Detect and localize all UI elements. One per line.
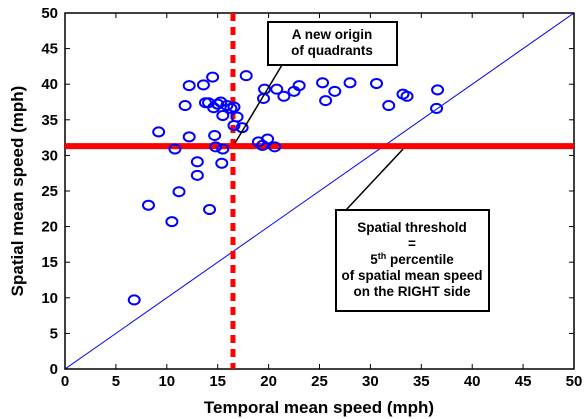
data-point: [316, 77, 330, 89]
y-tick-label: 30: [41, 147, 58, 164]
y-tick-label: 35: [41, 112, 58, 129]
data-point: [382, 100, 396, 112]
data-point: [261, 133, 275, 145]
threshold-callout-text: of spatial mean speed: [341, 268, 482, 283]
data-point: [152, 126, 166, 138]
x-tick-label: 20: [260, 373, 277, 390]
data-point: [227, 101, 241, 113]
x-tick-label: 50: [566, 373, 583, 390]
y-tick-label: 45: [41, 41, 58, 58]
data-point: [400, 90, 414, 102]
x-tick-label: 30: [362, 373, 379, 390]
y-tick-label: 50: [41, 5, 58, 22]
data-point: [203, 204, 217, 216]
data-point: [292, 80, 306, 92]
data-point: [190, 169, 204, 181]
data-point: [127, 294, 141, 306]
threshold-callout-text: 5th percentile: [370, 251, 454, 267]
y-tick-label: 0: [50, 361, 58, 378]
origin-callout-pointer: [234, 64, 283, 144]
threshold-callout-text: on the RIGHT side: [353, 284, 470, 299]
x-tick-label: 45: [515, 373, 532, 390]
x-tick-label: 25: [311, 373, 328, 390]
threshold-callout-pointer: [345, 148, 404, 211]
data-point: [165, 216, 179, 228]
threshold-callout-text: Spatial threshold: [357, 220, 467, 235]
y-tick-label: 10: [41, 290, 58, 307]
data-point: [430, 102, 444, 114]
data-point: [215, 157, 229, 169]
origin-callout-text: of quadrants: [291, 43, 373, 58]
y-tick-label: 20: [41, 219, 58, 236]
threshold-callout-text: =: [408, 236, 416, 251]
x-tick-label: 15: [209, 373, 226, 390]
data-point: [168, 143, 182, 155]
data-point: [319, 95, 333, 107]
data-point: [328, 85, 342, 97]
data-point: [211, 98, 225, 110]
data-point: [141, 199, 155, 211]
x-tick-label: 40: [464, 373, 481, 390]
data-point: [178, 100, 192, 112]
data-point: [190, 156, 204, 168]
data-point: [239, 70, 253, 82]
y-tick-label: 5: [50, 325, 58, 342]
data-point: [206, 71, 220, 83]
data-point: [196, 79, 210, 91]
x-axis-label: Temporal mean speed (mph): [204, 398, 434, 417]
data-point: [172, 186, 186, 198]
data-point: [268, 141, 282, 153]
data-point: [220, 100, 234, 112]
y-tick-label: 15: [41, 254, 58, 271]
data-point: [277, 90, 291, 102]
origin-callout-box: [267, 21, 398, 66]
data-point: [230, 111, 244, 123]
y-tick-label: 40: [41, 76, 58, 93]
data-point: [182, 80, 196, 92]
origin-callout-text: A new origin: [292, 27, 373, 42]
data-point: [431, 84, 445, 96]
data-point: [208, 129, 222, 141]
x-tick-label: 10: [158, 373, 175, 390]
data-point: [209, 141, 223, 153]
data-point: [370, 77, 384, 89]
y-tick-label: 25: [41, 183, 58, 200]
x-tick-label: 35: [413, 373, 430, 390]
data-point: [216, 143, 230, 155]
x-tick-label: 5: [112, 373, 120, 390]
diagonal-line: [65, 13, 574, 369]
data-point: [270, 83, 284, 95]
x-tick-label: 0: [61, 373, 69, 390]
data-point: [216, 110, 230, 122]
y-axis-label: Spatial mean speed (mph): [8, 86, 27, 297]
data-point: [182, 131, 196, 143]
threshold-callout-box: [335, 209, 490, 312]
data-point: [343, 77, 357, 89]
